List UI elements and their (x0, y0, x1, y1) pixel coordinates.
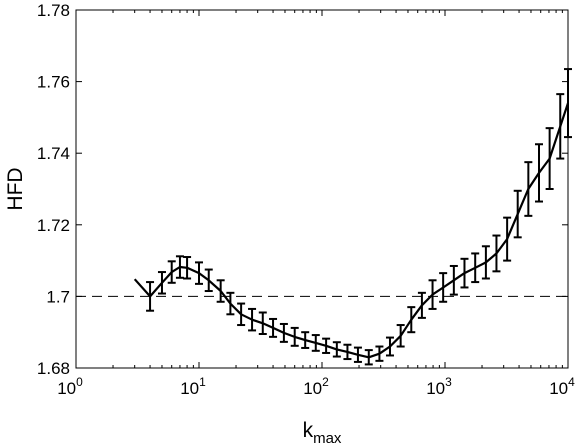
y-tick-label: 1.76 (37, 73, 70, 92)
x-tick-exponent: 2 (322, 375, 329, 389)
x-axis-label-subscript: max (313, 430, 342, 444)
x-axis-label-main: k (303, 419, 314, 442)
y-tick-label: 1.68 (37, 359, 70, 378)
y-axis-label: HFD (4, 167, 27, 210)
plot-border (75, 9, 569, 369)
y-tick-label: 1.74 (37, 144, 70, 163)
x-tick-label: 102 (303, 375, 329, 398)
series-layer (133, 68, 572, 366)
x-tick-exponent: 3 (445, 375, 452, 389)
x-tick-base: 10 (549, 379, 568, 398)
x-tick-base: 10 (57, 379, 76, 398)
x-tick-label: 100 (57, 375, 83, 398)
hfd-series-line (133, 102, 570, 359)
x-tick-base: 10 (180, 379, 199, 398)
x-tick-label: 104 (549, 375, 575, 398)
x-tick-label: 101 (180, 375, 206, 398)
x-tick-exponent: 4 (568, 375, 575, 389)
x-tick-label: 103 (426, 375, 452, 398)
x-tick-exponent: 1 (199, 375, 206, 389)
x-tick-exponent: 0 (76, 375, 83, 389)
y-tick-label: 1.78 (37, 1, 70, 20)
y-tick-label: 1.7 (46, 287, 70, 306)
plot-frame (75, 9, 569, 369)
x-tick-base: 10 (303, 379, 322, 398)
y-tick-label: 1.72 (37, 216, 70, 235)
x-tick-base: 10 (426, 379, 445, 398)
x-axis-label: kmax (303, 419, 342, 444)
